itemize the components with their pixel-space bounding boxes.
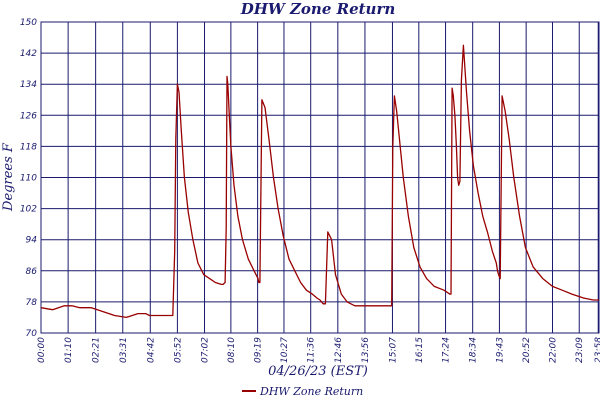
y-tick-label: 142 [20, 49, 37, 59]
y-axis-ticks: 70 78 86 94 102 110 118 126 134 142 150 [20, 18, 37, 339]
y-tick-label: 126 [20, 111, 37, 121]
x-tick-label: 05:52 [173, 337, 183, 363]
y-tick-label: 134 [20, 80, 37, 90]
x-tick-label: 01:10 [64, 337, 74, 363]
plot-area-frame [40, 21, 600, 334]
x-tick-label: 04:42 [146, 337, 156, 363]
x-tick-label: 00:00 [37, 337, 47, 363]
chart-title: DHW Zone Return [240, 0, 396, 18]
x-tick-label: 23:09 [575, 337, 585, 363]
y-tick-label: 150 [20, 18, 37, 28]
y-tick-label: 86 [26, 267, 38, 277]
x-tick-label: 07:02 [201, 337, 211, 363]
y-tick-label: 110 [20, 174, 37, 184]
x-tick-label: 12:46 [334, 337, 344, 363]
x-axis-ticks: 00:00 01:10 02:21 03:31 04:42 05:52 07:02 08:10… [37, 337, 600, 363]
x-tick-label: 19:43 [495, 337, 505, 363]
y-tick-label: 70 [26, 329, 38, 339]
x-tick-label: 20:52 [522, 337, 532, 363]
x-tick-label: 15:07 [388, 337, 398, 363]
x-tick-label: 11:36 [307, 337, 317, 363]
legend-label: DHW Zone Return [259, 385, 363, 398]
y-tick-label: 78 [26, 298, 38, 308]
x-tick-label: 03:31 [119, 337, 129, 363]
x-tick-label: 10:27 [280, 337, 290, 363]
y-tick-label: 94 [26, 236, 38, 246]
x-tick-label: 16:15 [415, 337, 425, 363]
series-layer [40, 44, 599, 319]
x-tick-label: 17:24 [442, 337, 452, 363]
y-tick-label: 118 [20, 142, 37, 152]
x-tick-label: 09:19 [254, 337, 264, 363]
y-axis-label: Degrees F [1, 142, 16, 212]
series-line-dhw-zone-return [40, 44, 599, 319]
x-tick-label: 22:00 [549, 337, 559, 363]
grid-lines [40, 21, 599, 334]
x-tick-label: 08:10 [227, 337, 237, 363]
x-axis-label: 04/26/23 (EST) [268, 364, 368, 379]
x-tick-label: 23:58 [594, 337, 600, 363]
x-tick-label: 18:34 [469, 337, 479, 363]
x-tick-label: 13:56 [361, 337, 371, 363]
x-tick-label: 02:21 [92, 337, 102, 363]
legend: DHW Zone Return [242, 385, 363, 398]
y-tick-label: 102 [20, 205, 37, 215]
